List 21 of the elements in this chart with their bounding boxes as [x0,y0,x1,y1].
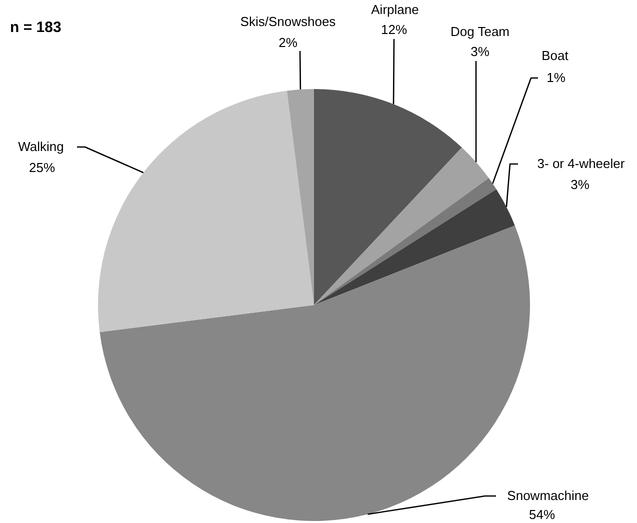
pie-slice [314,89,462,305]
data-label: 12% [380,22,408,37]
data-label: 25% [28,160,56,175]
slice-label: Snowmachine [507,488,589,503]
data-label: 3% [470,44,490,59]
slice-label: Airplane [371,2,419,17]
slice-label: Walking [18,139,64,154]
data-label: 54% [528,507,556,522]
pie-slice [98,90,314,332]
slice-label: Skis/Snowshoes [240,14,336,29]
data-label: 1% [546,70,566,85]
slice-label: 3- or 4-wheeler [537,156,626,171]
pie-slice [314,178,496,305]
pie-slice [314,189,515,305]
pie-slice [286,89,314,305]
slice-label: Boat [542,48,569,63]
data-label: 2% [278,35,298,50]
data-label: 3% [570,177,590,192]
text: n = 183 [10,19,62,36]
slice-label: Dog Team [450,24,510,39]
pie-slice [314,148,489,305]
